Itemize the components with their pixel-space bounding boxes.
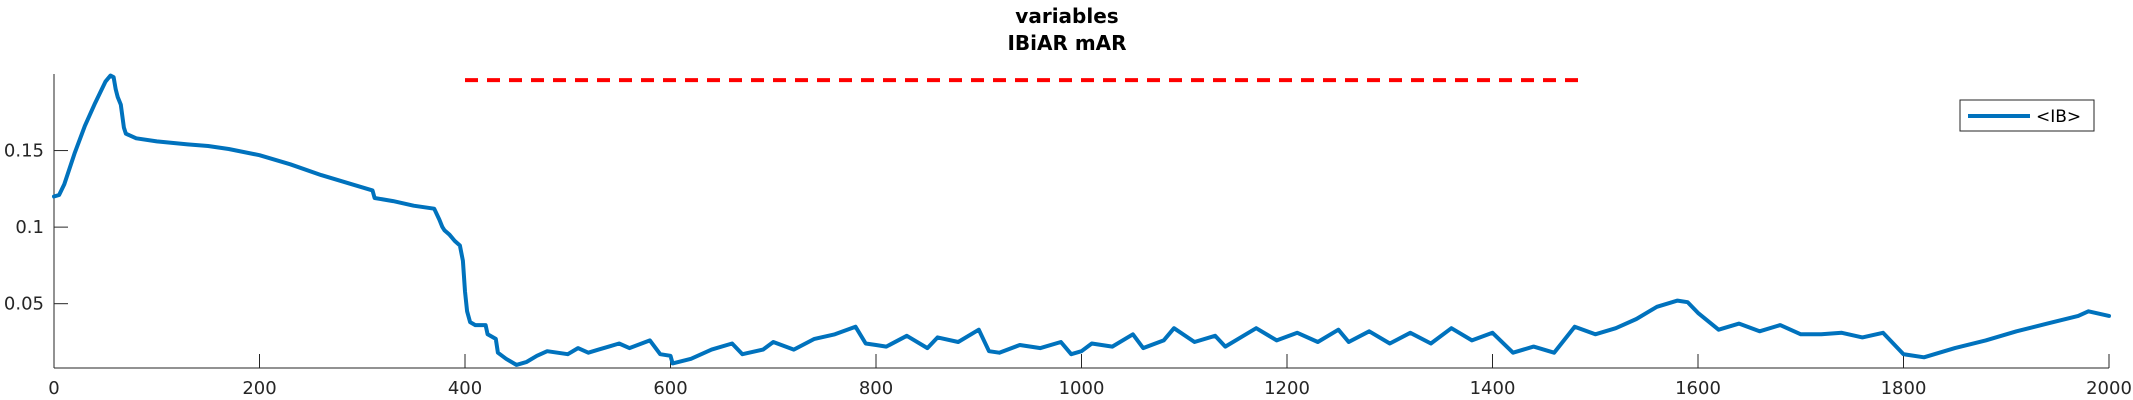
x-axis-ticks: 0 200 400 600 800 1000 1200 1400 1600 1800 2000 <box>48 354 2132 399</box>
x-tick-label: 600 <box>653 378 687 399</box>
x-tick-label: 1000 <box>1059 378 1105 399</box>
series-group <box>52 73 2111 367</box>
y-tick-label: 0.15 <box>4 141 44 162</box>
x-tick-label: 200 <box>242 378 276 399</box>
x-tick-label: 1400 <box>1470 378 1516 399</box>
y-tick-label: 0.1 <box>15 217 44 238</box>
legend: <IB> <box>1959 99 2095 132</box>
x-tick-label: 1200 <box>1264 378 1310 399</box>
x-tick-label: 400 <box>448 378 482 399</box>
y-tick-label: 0.05 <box>4 294 44 315</box>
legend-label: <IB> <box>2036 107 2081 127</box>
series-line <box>52 73 2111 367</box>
y-axis-ticks: 0.05 0.1 0.15 <box>4 141 68 315</box>
x-tick-label: 1800 <box>1881 378 1927 399</box>
x-tick-label: 2000 <box>2086 378 2132 399</box>
x-tick-label: 1600 <box>1675 378 1721 399</box>
chart-title-line: IBiAR mAR <box>1007 31 1126 55</box>
chart-title-line: variables <box>1015 4 1118 28</box>
axes <box>53 74 2109 369</box>
chart-title: variables IBiAR mAR <box>1007 4 1126 55</box>
x-tick-label: 0 <box>48 378 59 399</box>
x-tick-label: 800 <box>859 378 893 399</box>
